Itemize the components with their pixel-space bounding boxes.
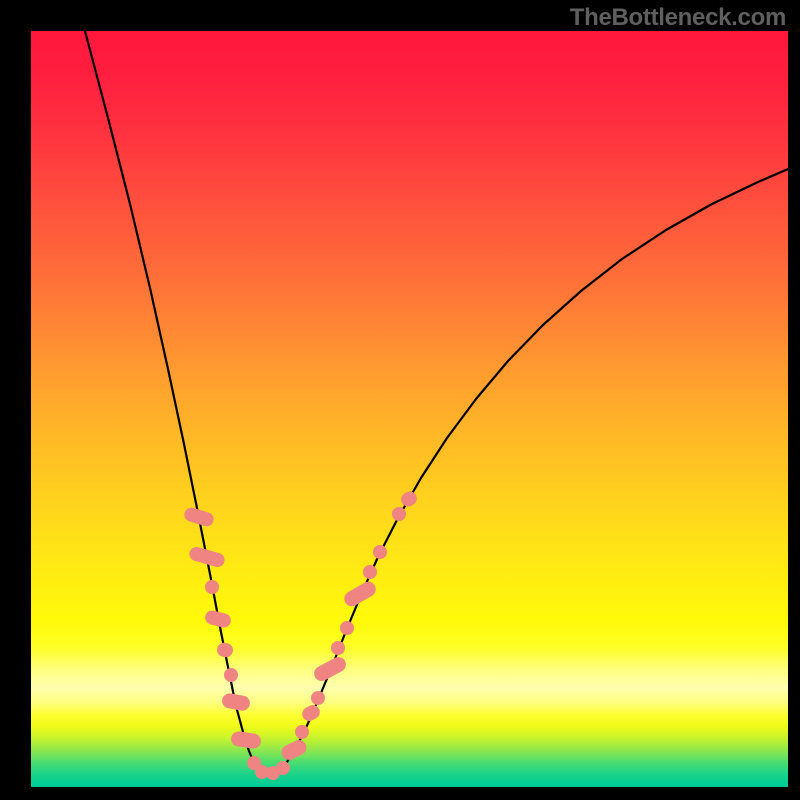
data-bead <box>373 545 387 559</box>
data-bead <box>188 545 226 568</box>
data-bead <box>216 641 235 658</box>
data-bead <box>392 507 406 521</box>
data-bead <box>204 609 233 629</box>
chart-root: TheBottleneck.com <box>0 0 800 800</box>
data-bead <box>230 730 262 749</box>
data-bead <box>295 725 309 739</box>
data-bead <box>183 506 216 528</box>
data-bead <box>342 579 379 609</box>
watermark-text: TheBottleneck.com <box>570 4 786 32</box>
data-bead <box>311 691 325 705</box>
data-bead <box>224 668 238 682</box>
data-bead <box>205 580 219 594</box>
chart-svg <box>0 0 800 800</box>
data-bead <box>340 621 354 635</box>
bottleneck-curve <box>85 31 788 774</box>
data-bead <box>300 703 322 724</box>
data-bead <box>221 692 251 712</box>
data-bead <box>311 654 348 683</box>
data-bead <box>331 641 345 655</box>
data-bead <box>399 489 420 509</box>
data-bead <box>363 565 377 579</box>
data-bead <box>279 738 309 763</box>
data-bead <box>276 761 290 775</box>
